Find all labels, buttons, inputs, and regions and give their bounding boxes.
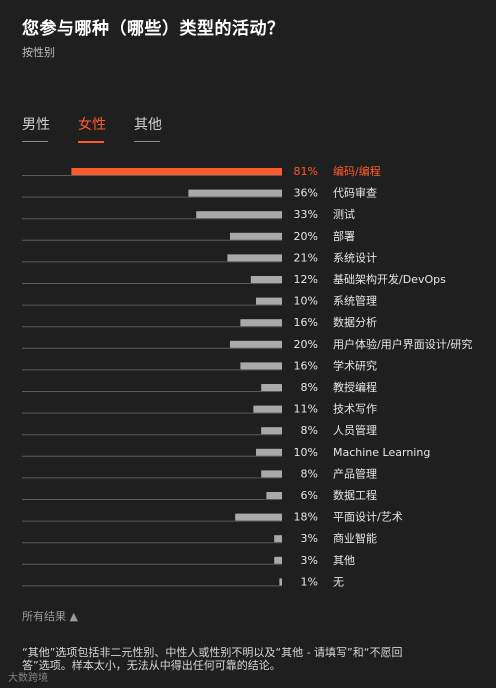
- bar: [274, 556, 282, 564]
- bar: [256, 448, 282, 456]
- value-label: 6%: [301, 489, 318, 502]
- bar: [266, 492, 282, 499]
- value-label: 10%: [294, 295, 318, 308]
- value-label: 8%: [301, 381, 318, 394]
- category-label: 代码审查: [333, 186, 377, 200]
- category-label: 平面设计/艺术: [333, 511, 403, 524]
- tab-male-label: 男性: [22, 117, 50, 133]
- category-label: 基础架构开发/DevOps: [333, 272, 446, 286]
- tab-female-underline: [78, 141, 104, 143]
- value-label: 8%: [301, 424, 318, 437]
- bar: [227, 254, 282, 262]
- value-label: 11%: [294, 403, 318, 416]
- value-label: 8%: [301, 467, 318, 480]
- bar: [188, 189, 282, 197]
- bar: [274, 535, 282, 543]
- bar-row: 12% 基础架构开发/DevOps: [22, 272, 446, 286]
- bar-row: 81% 编码/编程: [22, 164, 381, 178]
- category-label: 学术研究: [333, 358, 377, 372]
- bar: [71, 168, 283, 175]
- category-label: 系统管理: [333, 294, 377, 308]
- bar-row: 1% 无: [22, 575, 344, 588]
- bar-row: 8% 人员管理: [22, 423, 377, 437]
- category-label: 教授编程: [333, 380, 377, 394]
- category-label: 无: [333, 575, 344, 588]
- bar-row: 8% 教授编程: [22, 380, 377, 394]
- category-label: 人员管理: [333, 423, 377, 437]
- bar-row: 11% 技术写作: [22, 403, 377, 416]
- watermark-logo: 大数跨境: [8, 669, 48, 684]
- bar-row: 10% 系统管理: [22, 294, 377, 308]
- category-label: 编码/编程: [333, 164, 381, 178]
- value-label: 33%: [294, 208, 318, 221]
- value-label: 3%: [301, 554, 318, 567]
- bar: [240, 319, 282, 327]
- value-label: 16%: [294, 359, 318, 372]
- tab-male[interactable]: 男性: [22, 114, 50, 142]
- value-label: 1%: [301, 575, 318, 588]
- value-label: 36%: [294, 187, 318, 200]
- value-label: 12%: [294, 273, 318, 286]
- bar: [279, 578, 282, 586]
- value-label: 21%: [294, 251, 318, 264]
- all-results-toggle[interactable]: 所有结果 ▲: [22, 610, 78, 623]
- category-label: 数据分析: [333, 315, 377, 329]
- bar-row: 6% 数据工程: [22, 488, 377, 502]
- bar-row: 20% 部署: [22, 229, 355, 243]
- category-label: 其他: [333, 554, 355, 567]
- category-label: 技术写作: [333, 403, 377, 416]
- category-label: 用户体验/用户界面设计/研究: [333, 337, 472, 351]
- value-label: 20%: [294, 338, 318, 351]
- bar-row: 3% 其他: [22, 554, 355, 567]
- page-title: 您参与哪种（哪些）类型的活动？: [22, 19, 285, 39]
- bar: [261, 470, 282, 478]
- value-label: 3%: [301, 532, 318, 545]
- category-label: 产品管理: [333, 466, 377, 480]
- category-label: 商业智能: [333, 531, 377, 545]
- category-label: 系统设计: [333, 251, 377, 264]
- bar-row: 18% 平面设计/艺术: [22, 511, 403, 524]
- value-label: 10%: [294, 446, 318, 459]
- value-label: 20%: [294, 230, 318, 243]
- bar-row: 3% 商业智能: [22, 531, 377, 545]
- value-label: 81%: [294, 165, 318, 178]
- bar: [256, 297, 282, 305]
- bar: [240, 362, 282, 370]
- tab-other[interactable]: 其他: [134, 114, 162, 142]
- watermark-text: 大数跨境: [8, 673, 48, 684]
- tab-male-underline: [22, 141, 48, 142]
- bar-row: 20% 用户体验/用户界面设计/研究: [22, 337, 472, 351]
- tab-female-label: 女性: [78, 117, 106, 133]
- bar-row: 16% 数据分析: [22, 315, 377, 329]
- bar: [261, 384, 282, 391]
- bar: [230, 232, 282, 240]
- bar-row: 33% 测试: [22, 208, 355, 221]
- bar: [253, 405, 282, 413]
- category-label: 数据工程: [333, 488, 377, 502]
- activity-bar-chart: 81% 编码/编程 36% 代码审查 33% 测试 20% 部署 21% 系统设计 12% 基础架构开…: [22, 164, 472, 588]
- bar: [261, 427, 282, 435]
- bar-row: 8% 产品管理: [22, 466, 377, 480]
- page-subtitle: 按性别: [22, 46, 55, 59]
- tab-female[interactable]: 女性: [78, 114, 106, 143]
- value-label: 16%: [294, 316, 318, 329]
- value-label: 18%: [294, 511, 318, 524]
- bar: [230, 340, 282, 348]
- category-label: 测试: [333, 208, 355, 221]
- tab-other-label: 其他: [134, 117, 162, 133]
- bar: [250, 276, 282, 283]
- bar-row: 36% 代码审查: [22, 186, 377, 200]
- bar: [196, 211, 282, 219]
- bar-row: 10% Machine Learning: [22, 446, 430, 459]
- bar-row: 21% 系统设计: [22, 251, 377, 264]
- category-label: Machine Learning: [333, 446, 430, 459]
- bar: [235, 513, 282, 521]
- footnote: “其他”选项包括非二元性别、中性人或性别不明以及“其他 - 请填写”和“不愿回答…: [22, 646, 403, 672]
- category-label: 部署: [333, 229, 355, 243]
- tab-other-underline: [134, 141, 160, 142]
- bar-row: 16% 学术研究: [22, 358, 377, 372]
